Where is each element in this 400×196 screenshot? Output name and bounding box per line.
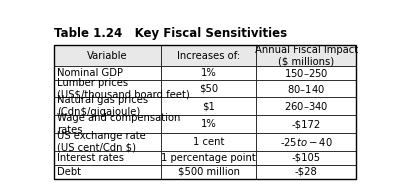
Text: US exchange rate
(US cent/Cdn $): US exchange rate (US cent/Cdn $) [57,131,146,153]
Text: $150 – $250: $150 – $250 [284,67,328,79]
Bar [54,115,161,133]
Bar [161,97,256,115]
Bar [256,45,356,66]
Text: Interest rates: Interest rates [57,153,124,163]
Text: 1 percentage point: 1 percentage point [162,153,256,163]
Bar [54,45,161,66]
Bar [161,133,256,151]
Text: Table 1.24   Key Fiscal Sensitivities: Table 1.24 Key Fiscal Sensitivities [54,27,287,40]
Text: $500 million: $500 million [178,167,240,177]
Text: Increases of:: Increases of: [177,51,240,61]
Bar [161,80,256,97]
Text: Lumber prices
(US$/thousand board feet): Lumber prices (US$/thousand board feet) [57,78,190,100]
Text: $260 – $340: $260 – $340 [284,100,328,112]
Text: -$105: -$105 [292,153,321,163]
Text: Wage and compensation
rates: Wage and compensation rates [57,113,180,135]
Text: $1: $1 [202,101,215,111]
Bar [54,97,161,115]
Text: -$25 to -$40: -$25 to -$40 [280,136,333,148]
Bar [256,97,356,115]
Text: Nominal GDP: Nominal GDP [57,68,123,78]
Bar [54,80,161,97]
Text: -$172: -$172 [292,119,321,129]
Text: $80 – $140: $80 – $140 [287,83,325,94]
Bar [161,165,256,179]
Bar [54,45,356,179]
Bar [256,165,356,179]
Bar [256,66,356,80]
Bar [54,151,161,165]
Bar [256,80,356,97]
Bar [161,115,256,133]
Bar [54,165,161,179]
Text: Debt: Debt [57,167,81,177]
Text: Variable: Variable [87,51,128,61]
Text: 1 cent: 1 cent [193,137,224,147]
Text: 1%: 1% [201,119,217,129]
Text: Natural gas prices
(Cdn$/gigajoule): Natural gas prices (Cdn$/gigajoule) [57,95,148,117]
Bar [161,151,256,165]
Bar [54,66,161,80]
Text: Annual Fiscal Impact
($ millions): Annual Fiscal Impact ($ millions) [255,45,358,67]
Text: -$28: -$28 [295,167,318,177]
Bar [256,151,356,165]
Bar [54,133,161,151]
Text: 1%: 1% [201,68,217,78]
Bar [161,45,256,66]
Bar [256,115,356,133]
Bar [161,66,256,80]
Text: $50: $50 [199,83,218,93]
Bar [256,133,356,151]
